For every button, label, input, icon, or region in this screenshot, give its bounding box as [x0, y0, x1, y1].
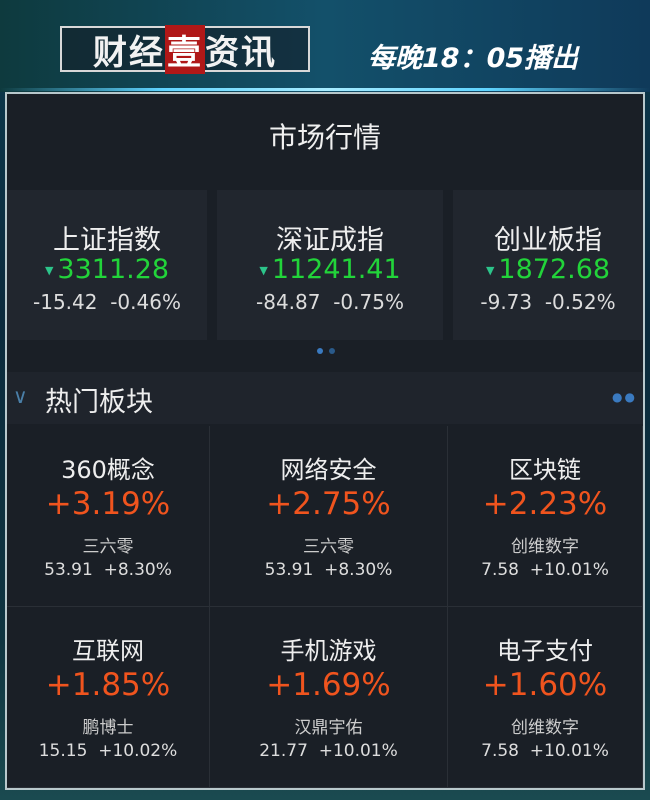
down-arrow-icon: ▼	[44, 264, 54, 277]
sector-pct: +2.23%	[482, 486, 608, 522]
sector-card[interactable]: 360概念 +3.19% 三六零 53.91 +8.30%	[7, 426, 210, 607]
sector-pct: +1.69%	[266, 667, 391, 703]
down-arrow-icon: ▼	[485, 264, 495, 277]
leader-pct: +8.30%	[324, 560, 393, 580]
leader-price: 15.15	[38, 741, 88, 761]
leader-pct: +10.01%	[318, 741, 398, 761]
sector-name: 手机游戏	[280, 637, 377, 665]
hot-sectors-header[interactable]: ∨ 热门板块 ●●	[7, 372, 643, 424]
more-dots-icon[interactable]: ●●	[612, 390, 637, 404]
leader-stock: 鹏博士	[82, 718, 134, 738]
sector-card[interactable]: 区块链 +2.23% 创维数字 7.58 +10.01%	[448, 426, 643, 607]
index-name: 深证成指	[276, 225, 384, 256]
sector-name: 电子支付	[497, 637, 593, 665]
index-card[interactable]: 创业板指 ▼ 1872.68 -9.73 -0.52%	[453, 190, 643, 340]
leader-price: 7.58	[481, 560, 519, 580]
sector-card[interactable]: 手机游戏 +1.69% 汉鼎宇佑 21.77 +10.01%	[210, 607, 448, 788]
logo-text-red: 壹	[165, 24, 205, 74]
sector-name: 互联网	[72, 637, 144, 665]
banner: 财经壹资讯 每晚18：05播出	[0, 0, 650, 92]
leader-price: 7.58	[481, 741, 519, 761]
market-panel: 市场行情 上证指数 ▼ 3311.28 -15.42 -0.46% 深证成指 ▼ 1…	[5, 92, 645, 790]
sector-pct: +1.85%	[45, 667, 171, 703]
sector-pct: +1.60%	[482, 667, 608, 703]
index-change: -84.87	[256, 290, 321, 314]
chevron-down-icon[interactable]: ∨	[13, 384, 28, 408]
leader-stock: 创维数字	[511, 537, 579, 557]
slogan: 每晚18：05播出	[368, 43, 579, 74]
logo-text: 资讯	[205, 32, 277, 73]
index-value: 1872.68	[498, 254, 611, 285]
sector-card[interactable]: 网络安全 +2.75% 三六零 53.91 +8.30%	[210, 426, 448, 607]
index-card[interactable]: 上证指数 ▼ 3311.28 -15.42 -0.46%	[7, 190, 207, 340]
index-change: -15.42	[33, 290, 98, 314]
sector-name: 区块链	[509, 456, 581, 484]
leader-price: 21.77	[259, 741, 308, 761]
index-pct: -0.52%	[544, 290, 616, 314]
sector-card[interactable]: 电子支付 +1.60% 创维数字 7.58 +10.01%	[448, 607, 643, 788]
index-card[interactable]: 深证成指 ▼ 11241.41 -84.87 -0.75%	[217, 190, 443, 340]
sector-grid: 360概念 +3.19% 三六零 53.91 +8.30% 网络安全 +2.75%…	[7, 426, 643, 788]
sector-pct: +3.19%	[45, 486, 171, 522]
sector-name: 360概念	[61, 456, 155, 484]
leader-pct: +10.02%	[98, 741, 178, 761]
leader-stock: 三六零	[303, 537, 354, 557]
index-value: 3311.28	[57, 254, 170, 285]
leader-price: 53.91	[264, 560, 314, 580]
index-name: 上证指数	[53, 225, 161, 256]
sector-name: 网络安全	[280, 456, 377, 484]
index-pct: -0.75%	[333, 290, 404, 314]
sector-pct: +2.75%	[266, 486, 391, 522]
sector-card[interactable]: 互联网 +1.85% 鹏博士 15.15 +10.02%	[7, 607, 210, 788]
index-change: -9.73	[480, 290, 533, 314]
page-dot[interactable]	[329, 348, 335, 354]
section-title: 热门板块	[45, 387, 153, 418]
page-dot[interactable]	[317, 348, 323, 354]
leader-price: 53.91	[44, 560, 93, 580]
index-value: 11241.41	[271, 254, 401, 285]
leader-pct: +8.30%	[103, 560, 172, 580]
leader-stock: 创维数字	[511, 718, 579, 738]
logo-text: 财经	[93, 32, 165, 73]
leader-pct: +10.01%	[529, 741, 609, 761]
logo: 财经壹资讯	[60, 24, 310, 74]
page-indicator[interactable]	[317, 348, 335, 354]
leader-stock: 汉鼎宇佑	[294, 718, 363, 738]
leader-stock: 三六零	[82, 537, 134, 557]
leader-pct: +10.01%	[529, 560, 609, 580]
index-name: 创业板指	[494, 225, 602, 256]
panel-title: 市场行情	[268, 121, 381, 154]
index-pct: -0.46%	[110, 290, 181, 314]
down-arrow-icon: ▼	[259, 264, 268, 277]
